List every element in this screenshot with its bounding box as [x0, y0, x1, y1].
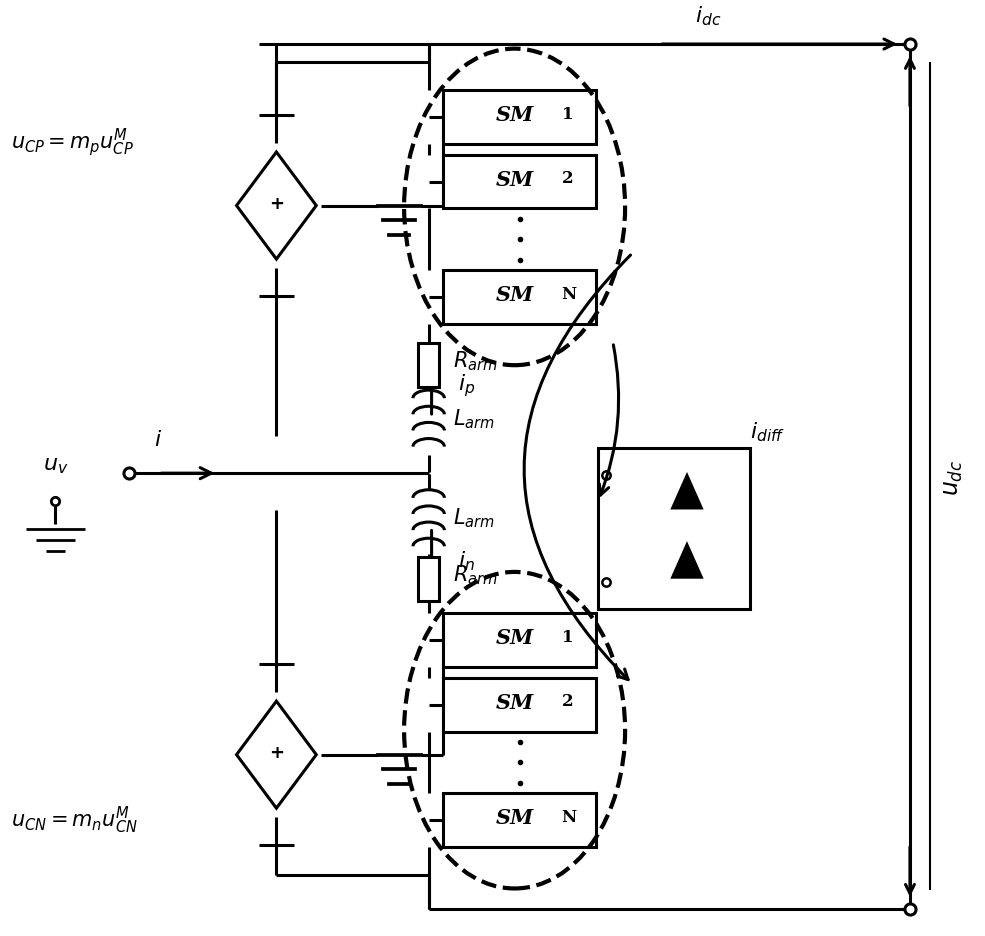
Text: $u_{dc}$: $u_{dc}$ — [943, 459, 965, 495]
Text: $i_{diff}$: $i_{diff}$ — [751, 420, 786, 444]
Bar — [443, 614, 596, 667]
Polygon shape — [236, 701, 316, 809]
Text: SM: SM — [495, 628, 534, 648]
Bar — [598, 448, 751, 609]
Bar — [443, 91, 596, 144]
Text: 1: 1 — [561, 628, 573, 645]
Text: $u_v$: $u_v$ — [42, 453, 68, 475]
Polygon shape — [672, 545, 701, 578]
FancyArrowPatch shape — [600, 345, 619, 495]
Text: SM: SM — [495, 808, 534, 827]
Bar — [418, 558, 439, 602]
Text: $i$: $i$ — [154, 429, 162, 450]
Bar — [443, 155, 596, 209]
Text: N: N — [561, 808, 577, 825]
Polygon shape — [236, 153, 316, 260]
Text: 2: 2 — [561, 170, 573, 187]
Text: $R_{arm}$: $R_{arm}$ — [453, 349, 498, 373]
Bar — [443, 679, 596, 732]
Text: $i_{dc}$: $i_{dc}$ — [695, 5, 722, 28]
Text: $u_{CP}{=}m_p u^M_{CP}$: $u_{CP}{=}m_p u^M_{CP}$ — [11, 125, 134, 158]
FancyArrowPatch shape — [524, 256, 630, 680]
Bar — [443, 794, 596, 847]
Text: 1: 1 — [561, 106, 573, 123]
Polygon shape — [672, 475, 701, 508]
Text: SM: SM — [495, 105, 534, 125]
Text: SM: SM — [495, 693, 534, 712]
Text: $L_{arm}$: $L_{arm}$ — [453, 506, 495, 530]
Text: +: + — [269, 195, 284, 212]
Text: SM: SM — [495, 169, 534, 190]
Text: $u_{CN}{=}m_n u^M_{CN}$: $u_{CN}{=}m_n u^M_{CN}$ — [11, 804, 138, 835]
Text: +: + — [269, 743, 284, 761]
Bar — [443, 271, 596, 324]
Bar — [418, 344, 439, 388]
Text: $i_p$: $i_p$ — [458, 372, 476, 399]
Text: $L_{arm}$: $L_{arm}$ — [453, 406, 495, 431]
Text: SM: SM — [495, 285, 534, 305]
Text: N: N — [561, 285, 577, 302]
Text: $R_{arm}$: $R_{arm}$ — [453, 563, 498, 587]
Text: $i_n$: $i_n$ — [458, 548, 475, 572]
Text: 2: 2 — [561, 693, 573, 709]
